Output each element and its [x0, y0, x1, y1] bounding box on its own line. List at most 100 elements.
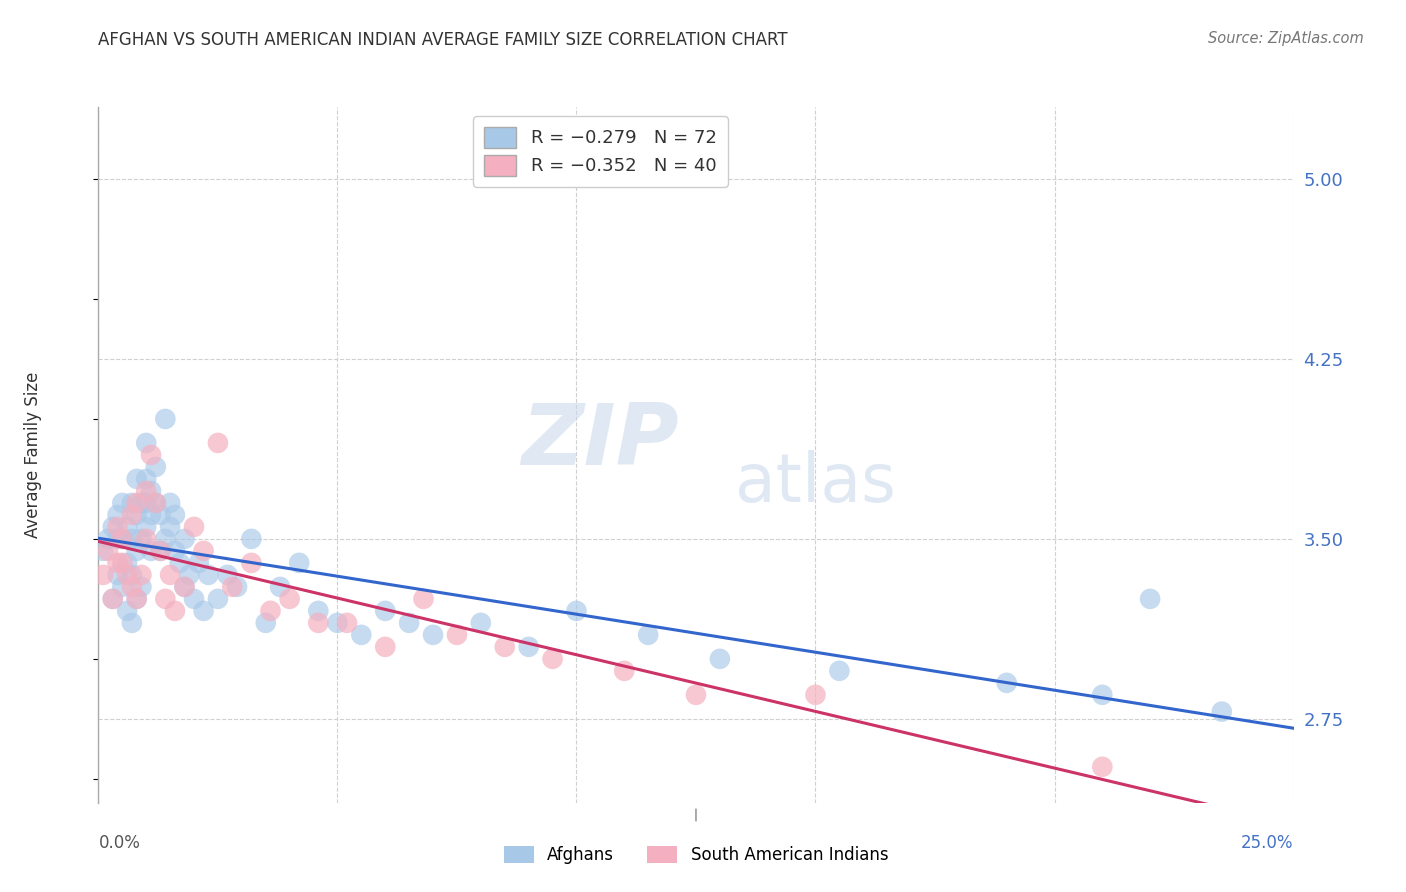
- Text: Average Family Size: Average Family Size: [24, 372, 42, 538]
- Point: [135, 532, 157, 546]
- Point: [685, 688, 707, 702]
- Point: [107, 567, 129, 582]
- Point: [135, 436, 157, 450]
- Point: [107, 508, 129, 522]
- Point: [115, 520, 138, 534]
- Point: [269, 580, 291, 594]
- Point: [1139, 591, 1161, 606]
- Point: [121, 580, 143, 594]
- Point: [226, 580, 249, 594]
- Point: [139, 544, 162, 558]
- Point: [804, 688, 827, 702]
- Point: [111, 580, 134, 594]
- Point: [259, 604, 281, 618]
- Point: [1211, 705, 1233, 719]
- Text: Source: ZipAtlas.com: Source: ZipAtlas.com: [1208, 31, 1364, 46]
- Point: [163, 508, 186, 522]
- Point: [149, 508, 172, 522]
- Point: [121, 567, 143, 582]
- Point: [541, 652, 564, 666]
- Point: [101, 591, 124, 606]
- Point: [163, 604, 186, 618]
- Point: [163, 544, 186, 558]
- Point: [135, 520, 157, 534]
- Point: [828, 664, 851, 678]
- Point: [1091, 688, 1114, 702]
- Point: [91, 567, 114, 582]
- Point: [121, 615, 143, 630]
- Point: [145, 459, 167, 474]
- Text: 0.0%: 0.0%: [98, 834, 141, 852]
- Point: [101, 591, 124, 606]
- Point: [995, 676, 1018, 690]
- Point: [412, 591, 434, 606]
- Point: [173, 580, 195, 594]
- Point: [398, 615, 420, 630]
- Text: ZIP: ZIP: [522, 400, 679, 483]
- Point: [131, 496, 153, 510]
- Point: [121, 508, 143, 522]
- Point: [207, 436, 229, 450]
- Point: [149, 544, 172, 558]
- Point: [125, 496, 148, 510]
- Point: [193, 544, 215, 558]
- Point: [709, 652, 731, 666]
- Point: [111, 532, 134, 546]
- Text: 25.0%: 25.0%: [1241, 834, 1294, 852]
- Point: [131, 580, 153, 594]
- Point: [193, 604, 215, 618]
- Point: [1091, 760, 1114, 774]
- Point: [307, 604, 329, 618]
- Point: [240, 556, 263, 570]
- Point: [111, 556, 134, 570]
- Point: [155, 412, 177, 426]
- Point: [278, 591, 301, 606]
- Point: [115, 604, 138, 618]
- Point: [125, 591, 148, 606]
- Point: [107, 520, 129, 534]
- Point: [125, 544, 148, 558]
- Point: [637, 628, 659, 642]
- Point: [350, 628, 373, 642]
- Point: [101, 520, 124, 534]
- Point: [135, 496, 157, 510]
- Point: [131, 532, 153, 546]
- Point: [307, 615, 329, 630]
- Point: [159, 567, 181, 582]
- Point: [207, 591, 229, 606]
- Point: [446, 628, 468, 642]
- Point: [240, 532, 263, 546]
- Point: [121, 496, 143, 510]
- Point: [111, 532, 134, 546]
- Point: [139, 448, 162, 462]
- Point: [470, 615, 492, 630]
- Point: [336, 615, 359, 630]
- Point: [121, 532, 143, 546]
- Point: [139, 508, 162, 522]
- Point: [187, 556, 209, 570]
- Point: [183, 591, 205, 606]
- Point: [183, 520, 205, 534]
- Point: [613, 664, 636, 678]
- Point: [97, 544, 120, 558]
- Point: [288, 556, 311, 570]
- Point: [111, 496, 134, 510]
- Point: [125, 472, 148, 486]
- Point: [179, 567, 201, 582]
- Point: [565, 604, 588, 618]
- Point: [159, 496, 181, 510]
- Point: [159, 520, 181, 534]
- Point: [91, 544, 114, 558]
- Point: [326, 615, 349, 630]
- Point: [135, 483, 157, 498]
- Text: AFGHAN VS SOUTH AMERICAN INDIAN AVERAGE FAMILY SIZE CORRELATION CHART: AFGHAN VS SOUTH AMERICAN INDIAN AVERAGE …: [98, 31, 787, 49]
- Point: [173, 580, 195, 594]
- Point: [494, 640, 516, 654]
- Legend: Afghans, South American Indians: Afghans, South American Indians: [496, 839, 896, 871]
- Point: [149, 544, 172, 558]
- Point: [145, 496, 167, 510]
- Point: [155, 591, 177, 606]
- Point: [107, 532, 129, 546]
- Point: [197, 567, 219, 582]
- Point: [145, 496, 167, 510]
